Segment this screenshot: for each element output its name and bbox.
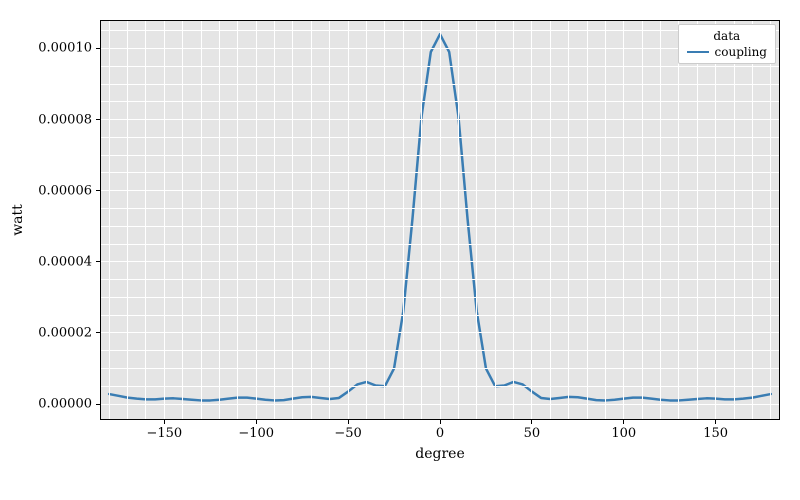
grid-line-vertical: [495, 20, 496, 420]
x-tick: [623, 420, 624, 424]
x-tick: [256, 420, 257, 424]
x-tick-label: 0: [436, 426, 444, 441]
grid-line-horizontal: [100, 119, 780, 120]
grid-line-horizontal: [100, 226, 780, 227]
grid-line-horizontal: [100, 190, 780, 191]
y-tick: [96, 48, 100, 49]
grid-line-vertical: [292, 20, 293, 420]
grid-line-horizontal: [100, 368, 780, 369]
grid-line-vertical: [568, 20, 569, 420]
grid-line-horizontal: [100, 297, 780, 298]
grid-line-vertical: [458, 20, 459, 420]
grid-line-horizontal: [100, 386, 780, 387]
grid-line-vertical: [605, 20, 606, 420]
grid-line-vertical: [219, 20, 220, 420]
grid-line-vertical: [127, 20, 128, 420]
grid-line-vertical: [366, 20, 367, 420]
legend-title: data: [687, 29, 767, 43]
plot-spine: [779, 20, 780, 420]
grid-line-vertical: [329, 20, 330, 420]
x-tick-label: −100: [238, 426, 274, 441]
grid-line-horizontal: [100, 66, 780, 67]
legend-swatch: [687, 51, 709, 54]
grid-line-horizontal: [100, 332, 780, 333]
grid-line-vertical: [274, 20, 275, 420]
y-tick: [96, 190, 100, 191]
x-tick-label: −150: [146, 426, 182, 441]
x-tick-label: 100: [611, 426, 636, 441]
y-tick-label: 0.00004: [38, 254, 92, 269]
x-tick-label: 50: [524, 426, 541, 441]
grid-line-horizontal: [100, 261, 780, 262]
grid-line-vertical: [440, 20, 441, 420]
grid-line-horizontal: [100, 244, 780, 245]
grid-line-vertical: [256, 20, 257, 420]
grid-line-vertical: [513, 20, 514, 420]
y-tick: [96, 261, 100, 262]
y-tick-label: 0.00000: [38, 397, 92, 412]
plot-area: [100, 20, 780, 420]
grid-line-vertical: [476, 20, 477, 420]
x-tick: [531, 420, 532, 424]
grid-line-vertical: [531, 20, 532, 420]
grid-line-vertical: [109, 20, 110, 420]
legend-item-label: coupling: [715, 45, 767, 59]
grid-line-vertical: [623, 20, 624, 420]
grid-line-horizontal: [100, 350, 780, 351]
grid-line-horizontal: [100, 404, 780, 405]
grid-line-horizontal: [100, 84, 780, 85]
grid-line-horizontal: [100, 172, 780, 173]
grid-line-vertical: [734, 20, 735, 420]
grid-line-horizontal: [100, 101, 780, 102]
x-tick: [440, 420, 441, 424]
grid-line-vertical: [164, 20, 165, 420]
x-tick: [715, 420, 716, 424]
legend-item: coupling: [687, 45, 767, 59]
grid-line-vertical: [201, 20, 202, 420]
grid-line-vertical: [587, 20, 588, 420]
grid-line-horizontal: [100, 315, 780, 316]
y-tick-label: 0.00002: [38, 325, 92, 340]
x-axis-label: degree: [415, 446, 464, 462]
chart-figure: data coupling degree watt −150 −100 −50 0 50…: [0, 0, 800, 500]
grid-line-horizontal: [100, 279, 780, 280]
y-axis-label: watt: [10, 204, 26, 236]
grid-line-horizontal: [100, 208, 780, 209]
grid-line-vertical: [182, 20, 183, 420]
y-tick-label: 0.00006: [38, 183, 92, 198]
grid-line-vertical: [660, 20, 661, 420]
plot-spine: [100, 20, 780, 21]
grid-line-vertical: [752, 20, 753, 420]
legend: data coupling: [678, 24, 776, 64]
grid-line-vertical: [145, 20, 146, 420]
plot-spine: [100, 20, 101, 420]
grid-line-vertical: [403, 20, 404, 420]
grid-line-vertical: [421, 20, 422, 420]
grid-line-vertical: [715, 20, 716, 420]
x-tick-label: 150: [703, 426, 728, 441]
grid-line-vertical: [237, 20, 238, 420]
x-tick: [348, 420, 349, 424]
grid-line-vertical: [384, 20, 385, 420]
x-tick: [164, 420, 165, 424]
grid-line-vertical: [770, 20, 771, 420]
y-tick: [96, 332, 100, 333]
y-tick-label: 0.00008: [38, 112, 92, 127]
y-tick: [96, 119, 100, 120]
grid-line-vertical: [348, 20, 349, 420]
grid-line-vertical: [678, 20, 679, 420]
y-tick-label: 0.00010: [38, 41, 92, 56]
grid-line-horizontal: [100, 155, 780, 156]
grid-line-vertical: [550, 20, 551, 420]
grid-line-vertical: [311, 20, 312, 420]
grid-line-horizontal: [100, 137, 780, 138]
x-tick-label: −50: [334, 426, 361, 441]
y-tick: [96, 404, 100, 405]
grid-line-vertical: [642, 20, 643, 420]
grid-line-vertical: [697, 20, 698, 420]
